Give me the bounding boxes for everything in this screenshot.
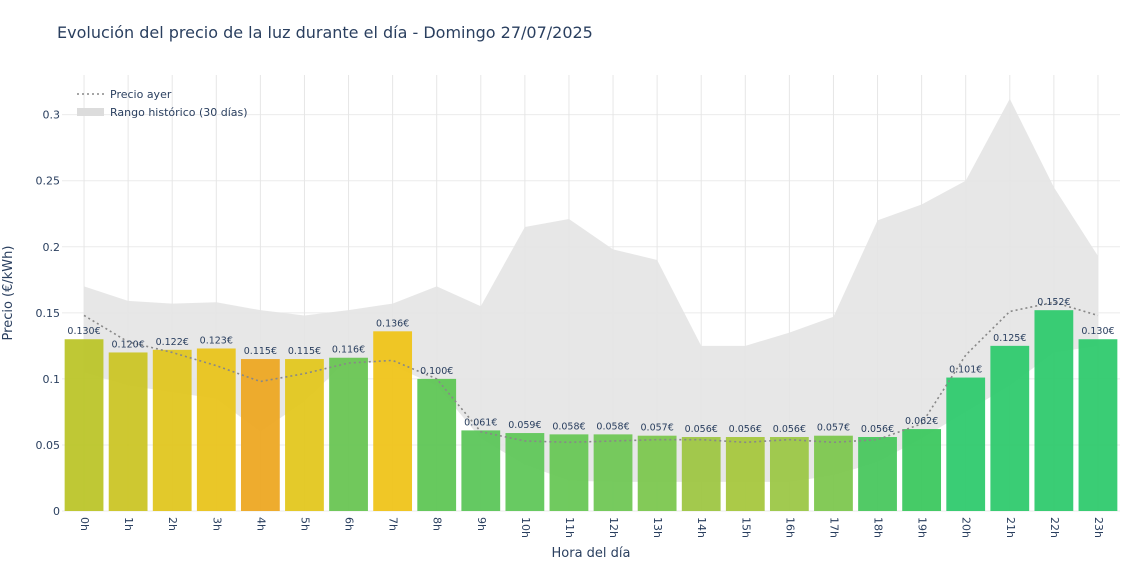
data-label-5h: 0.115€ — [288, 346, 321, 357]
x-tick-label: 7h — [387, 517, 400, 531]
bar-2h — [152, 349, 192, 511]
data-label-21h: 0.125€ — [993, 333, 1026, 344]
bar-3h — [196, 348, 236, 511]
historic-range-area — [84, 98, 1098, 482]
x-tick-label: 23h — [1092, 517, 1105, 538]
x-tick-label: 4h — [254, 517, 267, 531]
data-label-11h: 0.058€ — [552, 421, 585, 432]
data-label-10h: 0.059€ — [508, 420, 541, 431]
y-axis: 0 0.05 0.1 0.15 0.2 0.25 0.3 — [36, 109, 61, 518]
bar-15h — [725, 437, 765, 511]
x-tick-label: 6h — [343, 517, 356, 531]
bar-7h — [373, 331, 413, 511]
x-tick-label: 11h — [563, 517, 576, 538]
bar-1h — [108, 352, 148, 511]
data-label-3h: 0.123€ — [200, 335, 233, 346]
x-tick-label: 22h — [1048, 517, 1061, 538]
data-label-14h: 0.056€ — [685, 424, 718, 435]
historic-range-band — [84, 98, 1098, 482]
legend: Precio ayer Rango histórico (30 días) — [77, 88, 248, 119]
bar-18h — [858, 437, 897, 511]
x-tick-label: 13h — [651, 517, 664, 538]
x-axis: 0h 1h 2h 3h 4h 5h 6h 7h 8h 9h 10h 11h 12h 13h 14h 15h 16… — [78, 517, 1105, 538]
data-label-18h: 0.056€ — [861, 424, 894, 435]
bar-6h — [329, 357, 368, 511]
x-tick-label: 5h — [298, 517, 311, 531]
bar-22h — [1034, 310, 1074, 511]
data-label-16h: 0.056€ — [773, 424, 806, 435]
bar-4h — [240, 359, 280, 511]
bar-8h — [417, 378, 457, 511]
data-label-12h: 0.058€ — [596, 421, 629, 432]
y-axis-title: Precio (€/kWh) — [1, 246, 16, 341]
bar-10h — [505, 433, 545, 511]
data-label-4h: 0.115€ — [244, 346, 277, 357]
bar-9h — [461, 430, 501, 511]
chart-title: Evolución del precio de la luz durante e… — [57, 23, 593, 42]
x-tick-label: 15h — [739, 517, 752, 538]
y-tick-label: 0.05 — [36, 439, 61, 452]
bar-13h — [637, 435, 677, 511]
data-label-15h: 0.056€ — [729, 424, 762, 435]
bar-19h — [902, 429, 942, 511]
x-tick-label: 2h — [166, 517, 179, 531]
data-label-2h: 0.122€ — [156, 337, 189, 348]
x-axis-title: Hora del día — [552, 546, 631, 561]
bar-23h — [1078, 339, 1118, 511]
x-tick-label: 1h — [122, 517, 135, 531]
bar-20h — [946, 377, 986, 511]
x-tick-label: 17h — [827, 517, 840, 538]
x-tick-label: 8h — [431, 517, 444, 531]
bar-11h — [549, 434, 589, 511]
data-label-22h: 0.152€ — [1037, 297, 1070, 308]
y-tick-label: 0.15 — [36, 307, 61, 320]
y-tick-label: 0.25 — [36, 175, 61, 188]
y-tick-label: 0 — [53, 505, 60, 518]
bars — [64, 310, 1118, 511]
data-label-7h: 0.136€ — [376, 318, 409, 329]
data-label-9h: 0.061€ — [464, 417, 497, 428]
x-tick-label: 0h — [78, 517, 91, 531]
x-tick-label: 12h — [607, 517, 620, 538]
bar-17h — [814, 435, 853, 511]
x-tick-label: 10h — [519, 517, 532, 538]
legend-band-swatch — [77, 108, 104, 116]
legend-item-precio-ayer: Precio ayer — [110, 88, 172, 101]
bar-14h — [681, 437, 721, 511]
y-tick-label: 0.1 — [43, 373, 61, 386]
data-label-0h: 0.130€ — [67, 326, 100, 337]
data-label-1h: 0.120€ — [112, 339, 145, 350]
data-label-19h: 0.062€ — [905, 416, 938, 427]
x-tick-label: 3h — [210, 517, 223, 531]
data-label-17h: 0.057€ — [817, 423, 850, 434]
data-label-23h: 0.130€ — [1081, 326, 1114, 337]
bar-16h — [769, 437, 809, 511]
y-tick-label: 0.2 — [43, 241, 61, 254]
x-tick-label: 18h — [872, 517, 885, 538]
data-label-20h: 0.101€ — [949, 365, 982, 376]
x-tick-label: 16h — [783, 517, 796, 538]
data-labels: 0.130€ 0.120€ 0.122€ 0.123€ 0.115€ 0.115€ 0.11… — [67, 297, 1114, 435]
bar-21h — [990, 345, 1030, 511]
legend-item-rango-historico: Rango histórico (30 días) — [110, 106, 248, 119]
y-tick-label: 0.3 — [43, 109, 61, 122]
x-tick-label: 20h — [960, 517, 973, 538]
yesterday-price-series — [83, 301, 1099, 444]
x-tick-label: 21h — [1004, 517, 1017, 538]
bar-0h — [64, 339, 104, 511]
x-tick-label: 19h — [916, 517, 929, 538]
bar-5h — [285, 359, 324, 511]
yesterday-price-line — [83, 301, 1099, 444]
x-tick-label: 14h — [695, 517, 708, 538]
bar-12h — [593, 434, 633, 511]
data-label-13h: 0.057€ — [641, 423, 674, 434]
x-tick-label: 9h — [475, 517, 488, 531]
data-label-6h: 0.116€ — [332, 345, 365, 356]
data-label-8h: 0.100€ — [420, 366, 453, 377]
